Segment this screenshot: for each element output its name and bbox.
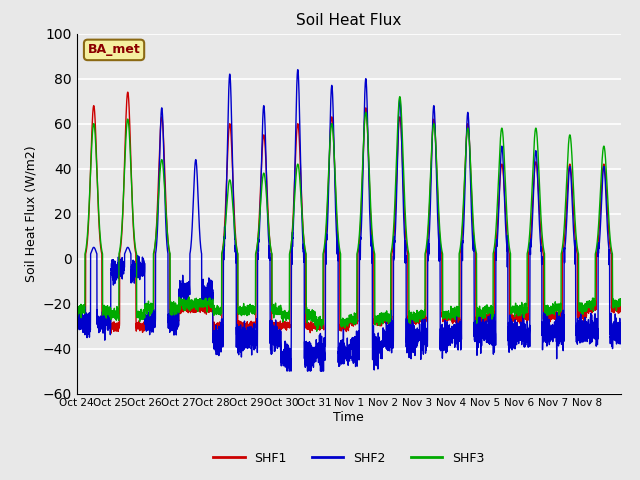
SHF2 [539,328,547,334]
X-axis label: Time: Time [333,411,364,424]
SHF3 [499,126,506,132]
SHF1 [525,249,532,255]
SHF3 [398,130,406,136]
Text: BA_met: BA_met [88,43,140,56]
SHF1 [124,89,132,95]
SHF2 [369,356,377,362]
Y-axis label: Soil Heat Flux (W/m2): Soil Heat Flux (W/m2) [24,145,37,282]
SHF3 [539,240,547,246]
SHF2 [398,161,406,167]
Line: SHF2: SHF2 [77,70,621,371]
Line: SHF3: SHF3 [77,96,621,331]
SHF2 [499,144,506,150]
SHF3 [369,240,377,246]
Title: Soil Heat Flux: Soil Heat Flux [296,13,401,28]
SHF2 [186,288,193,293]
SHF1 [539,249,547,255]
SHF2 [294,67,301,72]
SHF1 [73,319,81,324]
SHF1 [108,330,115,336]
Line: SHF1: SHF1 [77,92,621,333]
SHF2 [525,340,532,346]
SHF1 [186,304,194,310]
SHF3 [396,94,404,99]
SHF3 [186,304,193,310]
SHF1 [617,304,625,310]
Legend: SHF1, SHF2, SHF3: SHF1, SHF2, SHF3 [209,447,489,469]
SHF2 [284,368,291,374]
SHF3 [617,299,625,304]
SHF1 [398,152,406,158]
SHF3 [73,304,81,310]
SHF2 [617,320,625,326]
SHF1 [369,247,377,252]
SHF3 [525,240,532,246]
SHF2 [73,321,81,326]
SHF1 [499,162,506,168]
SHF3 [313,328,321,334]
